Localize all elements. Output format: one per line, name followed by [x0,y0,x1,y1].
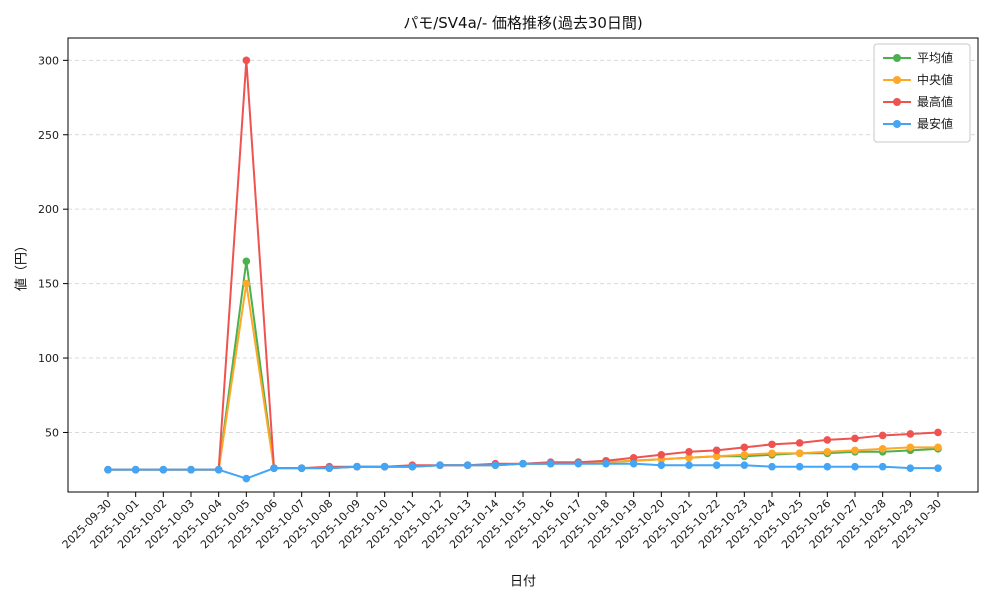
series-marker [629,453,638,462]
x-axis-label: 日付 [509,574,537,590]
y-axis-label: 値（円） [14,238,30,292]
y-tick-label: 300 [38,54,59,67]
series-marker [823,462,832,471]
legend-label: 平均値 [917,50,953,65]
series-marker [159,465,168,474]
series-marker [851,446,859,455]
series-marker [574,459,583,468]
series-marker [657,461,666,470]
legend-label: 最高値 [917,94,953,109]
series-marker [519,459,527,468]
series-line [108,260,939,471]
series-marker [270,464,278,472]
legend-marker-dot [893,98,901,106]
series-marker [740,450,749,459]
axes-frame [67,37,979,493]
series-marker [712,446,721,455]
series-marker [685,453,693,462]
series-marker [491,461,500,470]
series-marker [851,462,859,471]
series-marker [934,443,942,452]
series-marker [353,462,361,471]
series-marker [823,448,832,456]
legend-box [873,43,971,143]
series-marker [934,428,942,437]
series-marker [795,439,804,447]
legend-marker-dot [893,120,901,128]
series-marker [906,464,915,472]
series-marker [629,459,638,468]
legend-label: 最安値 [917,116,953,131]
series-marker [878,445,887,453]
series-marker [934,464,942,472]
legend-marker-dot [893,54,901,62]
y-tick-label: 100 [38,352,59,365]
series-marker [768,440,776,449]
series-marker [906,443,915,452]
series-marker [878,431,887,440]
series-marker [436,461,444,470]
series-marker [712,452,721,461]
legend-marker-dot [893,76,901,84]
y-tick-label: 150 [38,278,59,291]
y-tick-label: 200 [38,203,59,216]
series-marker [768,462,776,471]
series-marker [325,464,334,472]
series-marker [380,462,389,471]
series-marker [104,465,112,474]
series-marker [906,430,915,438]
series-marker [657,450,666,459]
series-marker [546,459,555,468]
series-marker [768,449,776,458]
series-marker [851,434,859,443]
series-marker [878,462,887,471]
series-marker [795,449,804,458]
series-marker [602,459,610,468]
series-marker [740,443,749,452]
series-marker [214,465,223,474]
series-marker [297,464,306,472]
y-tick-label: 50 [45,426,59,439]
series-marker [712,461,721,470]
series-marker [823,436,832,444]
series-marker [131,465,140,474]
series-marker [242,279,251,288]
series-marker [242,474,251,483]
legend-label: 中央値 [917,72,953,87]
series-marker [463,461,472,470]
series-marker [408,462,417,471]
series-marker [242,257,251,266]
series-marker [795,462,804,471]
chart-title: パモ/SV4a/- 価格推移(過去30日間) [403,14,643,32]
series-marker [685,448,693,456]
series-marker [685,461,693,470]
series-marker [187,465,195,474]
series-marker [242,56,251,65]
y-tick-label: 250 [38,129,59,142]
series-line [108,59,939,471]
series-marker [740,461,749,470]
